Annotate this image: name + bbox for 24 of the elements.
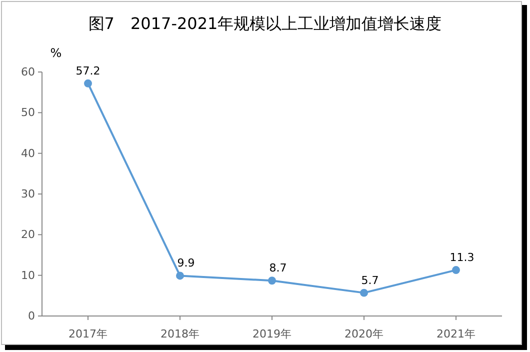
point xyxy=(84,79,92,88)
chart-title: 图7 2017-2021年规模以上工业增加值增长速度 xyxy=(88,14,442,33)
x-tick-label: 2018年 xyxy=(160,327,200,340)
data-label: 57.2 xyxy=(76,64,100,78)
data-label: 5.7 xyxy=(361,274,379,287)
x-tick-label: 2021年 xyxy=(436,327,476,340)
y-tick-label: 10 xyxy=(21,268,35,282)
data-label: 11.3 xyxy=(450,251,474,264)
y-tick-label: 20 xyxy=(21,228,35,242)
x-tick-label: 2017年 xyxy=(68,327,108,340)
point xyxy=(268,276,276,285)
point xyxy=(360,288,368,297)
x-tick-label: 2019年 xyxy=(252,327,292,340)
y-tick-label: 0 xyxy=(28,310,35,323)
data-label: 8.7 xyxy=(269,262,287,275)
point xyxy=(176,272,184,280)
y-tick-label: 60 xyxy=(21,66,35,79)
data-label: 9.9 xyxy=(177,256,195,270)
y-tick-label: 30 xyxy=(21,188,35,201)
point xyxy=(452,266,460,274)
x-tick-label: 2020年 xyxy=(344,327,384,340)
y-tick-label: 50 xyxy=(21,106,35,120)
y-tick-label: 40 xyxy=(21,146,35,160)
y-axis-title: % xyxy=(50,46,62,60)
